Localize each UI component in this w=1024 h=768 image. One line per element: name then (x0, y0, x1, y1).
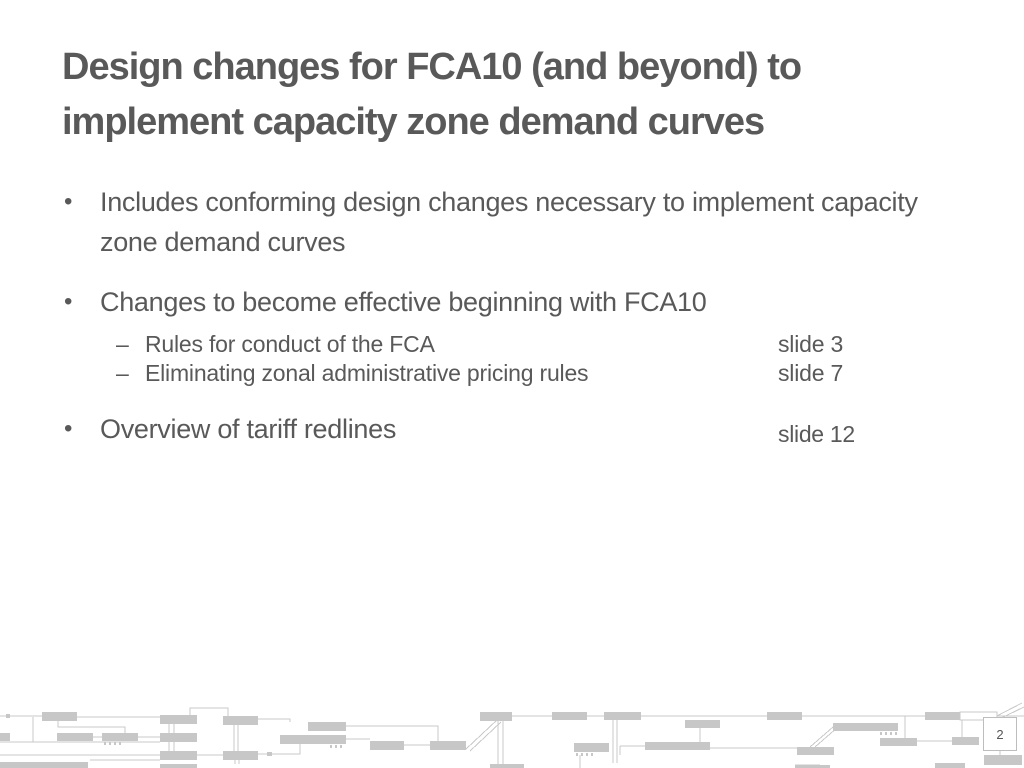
slide-ref: slide 3 (778, 331, 844, 357)
bullet-item: • Includes conforming design changes nec… (62, 182, 930, 262)
bullet-icon: • (64, 415, 73, 442)
sub-bullet-text: Eliminating zonal administrative pricing… (145, 360, 589, 386)
sub-bullet-text: Rules for conduct of the FCA (145, 331, 435, 357)
dash-icon: – (116, 331, 129, 357)
bullet-item: • Overview of tariff redlines slide 12 (62, 409, 930, 449)
page-number: 2 (996, 726, 1004, 742)
bullet-text: Changes to become effective beginning wi… (100, 287, 707, 317)
slide-body: • Includes conforming design changes nec… (62, 182, 982, 449)
dash-icon: – (116, 360, 129, 386)
slide-ref: slide 7 (778, 360, 844, 386)
sub-bullet-item: – Rules for conduct of the FCA slide 3 (62, 330, 982, 359)
bullet-text: Overview of tariff redlines (100, 414, 397, 444)
bullet-icon: • (64, 188, 73, 215)
slide-ref: slide 12 (778, 421, 855, 447)
circuit-decoration (0, 702, 1024, 768)
slide-title: Design changes for FCA10 (and beyond) to… (62, 46, 802, 143)
sub-bullet-item: – Eliminating zonal administrative prici… (62, 359, 982, 388)
bullet-item: • Changes to become effective beginning … (62, 282, 930, 322)
page-number-box: 2 (983, 717, 1017, 751)
bullet-text: Includes conforming design changes neces… (100, 187, 918, 257)
bullet-icon: • (64, 288, 73, 315)
